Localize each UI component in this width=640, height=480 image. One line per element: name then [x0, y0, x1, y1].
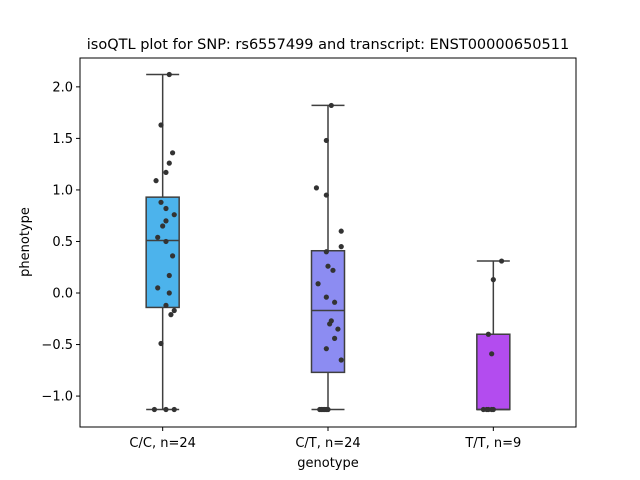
- data-point: [166, 272, 172, 279]
- data-point: [338, 357, 344, 363]
- data-point: [328, 102, 334, 109]
- points-1: [151, 71, 177, 413]
- data-point: [153, 178, 159, 184]
- data-point: [338, 244, 344, 250]
- data-point: [169, 253, 176, 259]
- points-3: [480, 258, 505, 413]
- x-tick-label: C/C, n=24: [129, 436, 195, 451]
- data-point: [171, 307, 177, 314]
- data-point: [163, 169, 169, 176]
- data-point: [158, 122, 164, 128]
- data-point: [151, 406, 157, 413]
- data-point: [168, 312, 174, 318]
- x-axis-label: genotype: [297, 456, 358, 471]
- data-point: [171, 406, 177, 413]
- data-point: [499, 258, 505, 264]
- data-point: [335, 326, 341, 332]
- data-point: [166, 160, 172, 166]
- box-3: [476, 260, 511, 411]
- data-point: [160, 223, 166, 229]
- x-tick-label: C/T, n=24: [295, 436, 360, 451]
- y-axis: −1.0 −0.5 0.0 0.5 1.0 1.5 2.0: [41, 80, 80, 405]
- data-point: [323, 192, 329, 198]
- data-point: [155, 234, 161, 240]
- data-point: [163, 406, 169, 413]
- data-point: [485, 331, 491, 337]
- data-point: [166, 71, 172, 78]
- data-point: [323, 249, 329, 255]
- data-point: [313, 185, 320, 191]
- points-2: [313, 102, 344, 413]
- data-point: [323, 137, 329, 144]
- y-axis-label: phenotype: [18, 207, 33, 277]
- data-point: [171, 212, 177, 218]
- data-point: [163, 218, 169, 224]
- data-point: [330, 267, 336, 273]
- data-point: [169, 150, 176, 156]
- data-point: [158, 340, 164, 347]
- y-tick-label: 2.0: [52, 80, 73, 95]
- data-point: [323, 294, 329, 300]
- box-2: [310, 104, 346, 411]
- data-point: [327, 321, 333, 327]
- data-point: [158, 199, 164, 205]
- data-point: [325, 406, 331, 413]
- y-tick-label: −0.5: [41, 338, 73, 353]
- data-point: [163, 205, 169, 212]
- x-tick-label: T/T, n=9: [464, 436, 521, 451]
- data-point: [163, 302, 169, 308]
- data-point: [332, 335, 338, 341]
- box-iqr: [310, 249, 346, 374]
- data-point: [155, 285, 161, 291]
- data-point: [490, 406, 496, 413]
- data-point: [332, 299, 338, 305]
- data-point: [323, 346, 329, 352]
- y-tick-label: 1.0: [52, 183, 73, 198]
- data-point: [315, 281, 321, 287]
- data-point: [489, 351, 495, 357]
- y-tick-label: −1.0: [41, 390, 73, 405]
- y-tick-label: 1.5: [52, 132, 73, 147]
- data-point: [338, 228, 344, 234]
- x-axis: C/C, n=24 C/T, n=24 T/T, n=9: [129, 427, 521, 451]
- y-tick-label: 0.5: [52, 235, 73, 250]
- data-point: [490, 277, 496, 283]
- data-point: [166, 290, 172, 296]
- chart-title: isoQTL plot for SNP: rs6557499 and trans…: [87, 37, 569, 53]
- data-point: [163, 238, 169, 245]
- box-iqr: [476, 333, 511, 411]
- plot-area: [145, 71, 511, 413]
- y-tick-label: 0.0: [52, 287, 73, 302]
- data-point: [325, 263, 331, 269]
